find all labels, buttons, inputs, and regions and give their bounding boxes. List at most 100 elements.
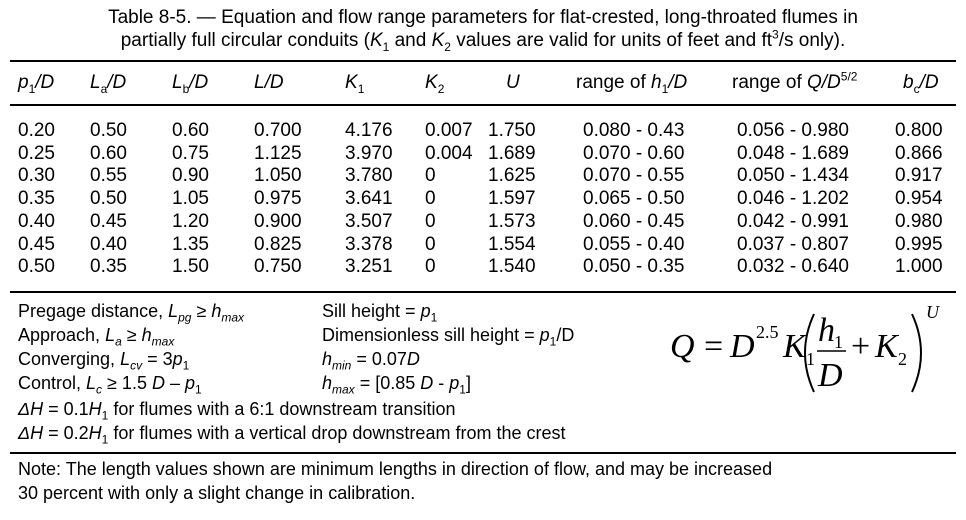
def-head-loss-1: ΔH = 0.1H1 for flumes with a 6:1 downstr… [18,399,456,423]
cell-lb-d: 0.60 [172,120,209,141]
cell-k2: 0 [425,188,436,210]
k2-subscript: 2 [444,39,451,54]
eq-d: D [729,328,755,365]
cell-l-d: 0.975 [254,188,302,210]
eq-h1-sub: 1 [834,332,843,352]
header-la-d: La/D [90,72,127,96]
title-text: partially full circular conduits ( [120,30,370,51]
eq-k2: K [874,328,900,365]
cell-lb-d: 1.35 [172,233,209,255]
cell-range-q: 0.037 - 0.807 [737,233,849,255]
cell-range-q: 0.050 - 1.434 [737,165,849,187]
top-rule [10,60,956,62]
cell-k1: 3.251 [345,256,393,278]
def-control: Control, Lc ≥ 1.5 D – p1 [18,373,202,397]
k2-symbol: K [431,30,445,51]
cell-bc-d: 0.980 [895,210,943,232]
cell-u: 1.554 [488,233,536,255]
cell-k2: 0 [425,165,436,187]
header-range-h1-d: range of h1/D [576,72,688,96]
cell-u: 1.625 [488,165,536,187]
cell-k2: 0.007 [425,120,473,141]
title-text: /s only). [778,30,846,51]
cell-range-q: 0.048 - 1.689 [737,142,849,164]
cell-u: 1.597 [488,188,536,210]
def-pregage: Pregage distance, Lpg ≥ hmax [18,301,245,325]
eq-denominator-d: D [817,357,843,394]
note-line-2: 30 percent with only a slight change in … [18,483,416,503]
cell-k1: 3.780 [345,165,393,187]
header-lb-d: Lb/D [172,72,209,96]
cell-k1: 3.970 [345,142,393,164]
cell-p1-d: 0.45 [18,233,55,255]
cell-l-d: 0.750 [254,256,302,278]
cell-p1-d: 0.40 [18,210,55,232]
cell-k2: 0 [425,233,436,255]
k1-symbol: K [369,30,383,51]
cell-la-d: 0.45 [90,210,127,232]
cell-range-h1-d: 0.070 - 0.60 [583,142,685,164]
cell-l-d: 1.050 [254,165,302,187]
cell-lb-d: 1.50 [172,256,209,278]
cell-la-d: 0.50 [90,188,127,210]
cell-range-h1-d: 0.065 - 0.50 [583,188,685,210]
header-range-q: range of Q/D5/2 [732,69,858,93]
cell-l-d: 1.125 [254,142,302,164]
cell-range-q: 0.046 - 1.202 [737,188,849,210]
eq-exponent: 2.5 [756,322,779,342]
def-head-loss-2: ΔH = 0.2H1 for flumes with a vertical dr… [18,423,566,447]
header-k1: K1 [345,72,365,96]
cell-range-h1-d: 0.080 - 0.43 [583,120,685,141]
flow-equation: Q = D 2.5 K 1 h 1 D + K 2 U [670,302,940,394]
cell-range-q: 0.056 - 0.980 [737,120,849,141]
cell-bc-d: 1.000 [895,256,943,278]
cell-lb-d: 0.90 [172,165,209,187]
cell-p1-d: 0.50 [18,256,55,278]
cell-bc-d: 0.800 [895,120,943,141]
def-dimensionless-sill: Dimensionless sill height = p1/D [322,325,575,349]
note-line-1: Note: The length values shown are minimu… [18,459,773,479]
eq-left-paren [804,313,815,393]
cubic-superscript: 3 [772,27,779,42]
def-hmin: hmin = 0.07D [322,349,420,373]
cell-la-d: 0.55 [90,165,127,187]
eq-k2-sub: 2 [898,349,907,369]
header-bc-d: bc/D [903,72,939,96]
header-k2: K2 [425,72,445,96]
cell-range-q: 0.042 - 0.991 [737,210,849,232]
eq-plus: + [851,328,870,365]
cell-bc-d: 0.917 [895,165,943,187]
eq-right-paren [911,313,922,393]
eq-q: Q [670,328,695,365]
cell-bc-d: 0.866 [895,142,943,164]
cell-p1-d: 0.30 [18,165,55,187]
cell-k2: 0.004 [425,142,473,164]
eq-k1-sub: 1 [806,349,815,369]
cell-k2: 0 [425,210,436,232]
note-rule [10,452,956,454]
table-title: Table 8-5. — Equation and flow range par… [0,6,966,54]
cell-u: 1.573 [488,210,536,232]
cell-lb-d: 1.05 [172,188,209,210]
cell-range-h1-d: 0.055 - 0.40 [583,233,685,255]
k1-subscript: 1 [382,39,390,54]
cell-la-d: 0.35 [90,256,127,278]
cell-p1-d: 0.35 [18,188,55,210]
cell-range-h1-d: 0.060 - 0.45 [583,210,685,232]
cell-k1: 3.507 [345,210,393,232]
title-text: and [389,30,432,51]
cell-bc-d: 0.995 [895,233,943,255]
eq-k1: K [782,328,808,365]
cell-range-h1-d: 0.050 - 0.35 [583,256,685,278]
header-p1-d: p1/D [18,72,55,96]
title-line-2: partially full circular conduits (K1 and… [0,27,966,54]
cell-la-d: 0.50 [90,120,127,141]
cell-u: 1.540 [488,256,536,278]
eq-h1: h [818,312,835,349]
cell-lb-d: 0.75 [172,142,209,164]
table-bottom-rule [10,291,956,293]
cell-la-d: 0.60 [90,142,127,164]
title-text: values are valid for units of feet and f… [450,30,773,51]
header-l-d: L/D [254,72,284,93]
cell-la-d: 0.40 [90,233,127,255]
